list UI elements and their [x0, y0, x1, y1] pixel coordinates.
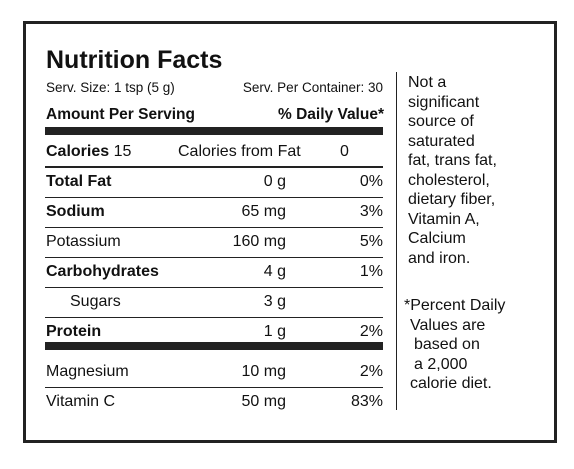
calories-fat-label: Calories from Fat [178, 143, 301, 160]
side-note-line: Not a [408, 74, 447, 91]
divider [396, 72, 397, 410]
nutrient-amount: 1 g [263, 323, 286, 340]
nutrient-dv: 5% [359, 233, 383, 250]
nutrient-name: Potassium [46, 233, 121, 250]
title: Nutrition Facts [46, 46, 223, 74]
footnote-line: *Percent Daily [404, 297, 506, 314]
nutrient-amount: 65 mg [241, 203, 286, 220]
nutrient-name: Carbohydrates [46, 263, 159, 280]
nutrient-name: Total Fat [46, 173, 112, 190]
side-note-line: significant [408, 93, 480, 111]
footnote-line: a 2,000 [414, 355, 468, 373]
side-note-line: Calcium [408, 230, 466, 247]
rule [45, 287, 383, 288]
side-note-line: saturated [408, 132, 475, 150]
nutrient-dv: 1% [359, 263, 383, 280]
rule [45, 166, 383, 168]
nutrient-name: Magnesium [46, 363, 129, 380]
footnote-line: Values are [410, 316, 486, 334]
rule [45, 227, 383, 228]
side-note-line: cholesterol, [408, 171, 490, 189]
nutrient-amount: 0 g [263, 173, 286, 190]
serving-size: Serv. Size: 1 tsp (5 g) [46, 80, 175, 95]
nutrient-dv: 3% [359, 203, 383, 220]
side-note-line: dietary fiber, [408, 191, 496, 208]
nutrient-name: Sugars [70, 293, 121, 310]
footnote-line: calorie diet. [410, 375, 492, 392]
nutrient-dv: 2% [359, 323, 383, 340]
side-note-line: and iron. [408, 249, 471, 267]
servings-per-container: Serv. Per Container: 30 [242, 80, 383, 95]
nutrient-amount: 160 mg [232, 233, 286, 250]
side-note-line: fat, trans fat, [408, 152, 497, 169]
calories-value: 15 [113, 143, 132, 160]
nutrient-amount: 10 mg [241, 363, 286, 380]
dv-heading: % Daily Value* [278, 106, 384, 123]
label-border [23, 21, 557, 443]
rule [45, 257, 383, 258]
amount-heading: Amount Per Serving [46, 106, 195, 123]
footnote-line: based on [414, 336, 480, 353]
calories-label: Calories [46, 143, 110, 160]
thick-rule [45, 127, 383, 135]
nutrient-name: Protein [46, 323, 102, 340]
nutrient-amount: 3 g [263, 293, 286, 310]
calories: Calories 15 [46, 142, 131, 162]
rule [45, 387, 383, 388]
nutrient-dv: 2% [359, 363, 383, 380]
nutrient-amount: 4 g [263, 263, 286, 280]
rule [45, 317, 383, 318]
calories-fat-value: 0 [340, 143, 349, 160]
thick-rule [45, 342, 383, 350]
rule [45, 197, 383, 198]
nutrient-name: Sodium [46, 203, 105, 220]
nutrient-dv: 83% [350, 393, 383, 410]
side-note-line: Vitamin A, [408, 210, 480, 228]
nutrient-dv: 0% [359, 173, 383, 190]
side-note-line: source of [408, 113, 474, 130]
nutrient-name: Vitamin C [46, 393, 116, 410]
nutrient-amount: 50 mg [241, 393, 286, 410]
